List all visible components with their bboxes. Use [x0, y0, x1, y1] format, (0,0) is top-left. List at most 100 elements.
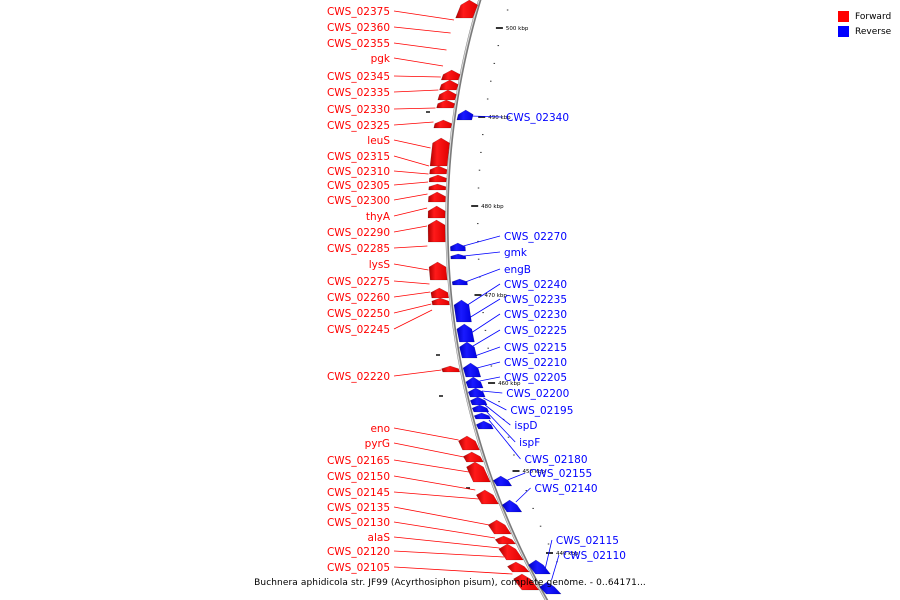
- reverse-label-line: [486, 411, 516, 443]
- forward-gene-label: CWS_02135: [327, 502, 390, 514]
- forward-gene-label: CWS_02310: [327, 166, 390, 178]
- reverse-label-line: [470, 313, 501, 334]
- forward-gene-label: CWS_02220: [327, 371, 390, 383]
- reverse-label-line: [465, 268, 501, 283]
- reverse-gene-label: CWS_02340: [506, 112, 569, 124]
- forward-swatch: [838, 11, 849, 22]
- forward-gene-block: [439, 79, 459, 91]
- forward-label-line: [393, 369, 442, 377]
- forward-label-line: [393, 193, 428, 201]
- tick-label: 450 kbp: [522, 469, 545, 475]
- reverse-gene-label: CWS_02115: [556, 535, 619, 547]
- reverse-label-line: [467, 283, 501, 306]
- forward-label-line: [393, 42, 447, 51]
- forward-gene-block: [441, 365, 461, 373]
- tick-label: 500 kbp: [506, 26, 529, 32]
- tick-label: 440 kbp: [556, 551, 579, 557]
- reverse-label-line: [544, 539, 553, 569]
- reverse-gene-block: [459, 341, 478, 359]
- reverse-gene-label: CWS_02155: [529, 468, 592, 480]
- reverse-label-line: [551, 554, 560, 581]
- forward-label-line: [393, 442, 464, 458]
- forward-gene-label: CWS_02345: [327, 71, 390, 83]
- forward-label-line: [393, 459, 469, 473]
- reverse-gene-label: engB: [504, 264, 531, 276]
- reverse-gene-block: [501, 499, 523, 513]
- legend: Forward Reverse: [838, 9, 891, 39]
- reverse-label-line: [468, 298, 501, 319]
- tick-label: 490 kbp: [488, 115, 511, 121]
- reverse-gene-label: CWS_02180: [524, 454, 587, 466]
- forward-label-line: [393, 121, 434, 126]
- reverse-gene-label: CWS_02205: [504, 372, 567, 384]
- forward-gene-block: [440, 69, 461, 81]
- reverse-gene-block: [492, 475, 513, 487]
- reverse-gene-label: ispD: [514, 420, 537, 432]
- forward-gene-label: CWS_02330: [327, 104, 390, 116]
- forward-label-line: [393, 139, 431, 149]
- forward-gene-block: [433, 119, 453, 129]
- reverse-label-line: [507, 472, 526, 481]
- map-caption: Buchnera aphidicola str. JF99 (Acyrthosi…: [254, 578, 646, 588]
- forward-gene-block: [427, 205, 446, 219]
- reverse-gene-label: CWS_02240: [504, 279, 567, 291]
- forward-label-line: [393, 550, 504, 558]
- legend-item-reverse: Reverse: [838, 24, 891, 39]
- forward-gene-label: thyA: [366, 211, 391, 223]
- reverse-label-line: [479, 376, 501, 382]
- reverse-gene-label: ispF: [519, 437, 540, 449]
- forward-gene-block: [475, 489, 500, 505]
- forward-gene-label: leuS: [367, 135, 390, 147]
- forward-gene-label: CWS_02120: [327, 546, 390, 558]
- forward-gene-block: [498, 543, 524, 561]
- forward-label-line: [393, 303, 432, 314]
- reverse-gene-block: [475, 420, 494, 430]
- forward-gene-label: CWS_02300: [327, 195, 390, 207]
- reverse-gene-label: CWS_02140: [535, 483, 598, 495]
- forward-gene-label: CWS_02130: [327, 517, 390, 529]
- reverse-gene-block: [450, 242, 466, 252]
- forward-gene-block: [428, 174, 447, 183]
- reverse-gene-block: [467, 387, 486, 398]
- backbone-highlight: [445, 0, 547, 600]
- reverse-gene-block: [473, 412, 492, 420]
- forward-gene-label: CWS_02150: [327, 471, 390, 483]
- reverse-label-line: [463, 235, 501, 247]
- reverse-label-line: [474, 346, 501, 357]
- forward-gene-block: [429, 165, 448, 175]
- reverse-swatch: [838, 26, 849, 37]
- forward-gene-block: [430, 287, 450, 299]
- forward-gene-label: pgk: [371, 53, 391, 65]
- forward-gene-block: [462, 451, 484, 463]
- reverse-gene-label: CWS_02110: [563, 550, 626, 562]
- forward-label-line: [393, 536, 500, 549]
- forward-label-line: [393, 155, 430, 167]
- forward-label-line: [393, 245, 428, 249]
- reverse-label-line: [476, 361, 501, 369]
- forward-label-line: [393, 10, 455, 21]
- tick-label: 470 kbp: [484, 293, 507, 299]
- forward-gene-label: eno: [370, 423, 390, 435]
- forward-label-line: [393, 280, 430, 285]
- reverse-gene-label: CWS_02210: [504, 357, 567, 369]
- forward-gene-block: [436, 99, 456, 109]
- reverse-gene-block: [462, 362, 482, 378]
- forward-gene-label: CWS_02250: [327, 308, 390, 320]
- reverse-gene-label: CWS_02215: [504, 342, 567, 354]
- reverse-label-line: [484, 404, 511, 426]
- forward-gene-label: CWS_02315: [327, 151, 390, 163]
- reverse-gene-label: CWS_02235: [504, 294, 567, 306]
- forward-gene-label: pyrG: [365, 438, 390, 450]
- forward-gene-block: [428, 183, 447, 191]
- reverse-gene-label: gmk: [504, 247, 528, 259]
- forward-gene-label: CWS_02305: [327, 180, 390, 192]
- forward-gene-block: [506, 561, 530, 573]
- reverse-gene-block: [453, 299, 472, 323]
- forward-label-line: [393, 225, 428, 233]
- reverse-label-line: [488, 419, 521, 460]
- forward-gene-block: [427, 219, 446, 243]
- forward-gene-block: [487, 519, 512, 535]
- reverse-gene-label: CWS_02200: [506, 388, 569, 400]
- forward-gene-label: CWS_02360: [327, 22, 390, 34]
